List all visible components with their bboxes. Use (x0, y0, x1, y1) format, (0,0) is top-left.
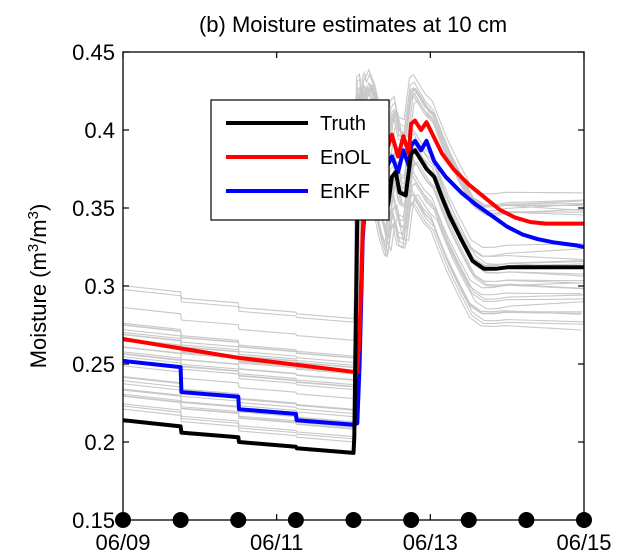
observation-marker (115, 512, 131, 528)
y-axis-label-main: Moisture (m (26, 252, 51, 368)
x-tick-label: 06/13 (403, 530, 458, 555)
y-tick-label: 0.35 (72, 196, 115, 221)
x-tick-labels: 06/09 06/11 06/13 06/15 (95, 530, 611, 555)
x-tick-label: 06/09 (95, 530, 150, 555)
observation-marker (230, 512, 247, 528)
y-tick-labels: 0.15 0.2 0.25 0.3 0.35 0.4 0.45 (72, 40, 115, 533)
ensemble-member-line (122, 177, 584, 357)
series-lines (122, 118, 585, 455)
ensemble-member-line (122, 187, 582, 363)
series-line-enol (122, 118, 584, 374)
ensemble-member-line (122, 72, 584, 411)
ensemble-member-line (122, 152, 583, 438)
legend-label-enkf: EnKF (320, 181, 370, 203)
observation-marker (172, 512, 189, 528)
ensemble-member-line (122, 87, 582, 375)
x-tick-label: 06/15 (556, 530, 611, 555)
y-axis-label-exp1: 3 (25, 244, 42, 252)
observation-marker (345, 512, 362, 528)
ensemble-member-line (122, 83, 585, 359)
y-tick-label: 0.45 (72, 40, 115, 65)
legend: Truth EnOL EnKF (210, 99, 390, 221)
chart-title: (b) Moisture estimates at 10 cm (199, 12, 507, 37)
observation-markers (115, 512, 592, 528)
ensemble-member-line (122, 191, 585, 423)
series-line-truth (122, 143, 584, 455)
observation-marker (460, 512, 477, 528)
y-axis-label-exp2: 3 (25, 211, 42, 219)
y-axis-label-end: ) (26, 204, 51, 211)
legend-label-truth: Truth (320, 113, 366, 135)
y-axis-label: Moisture (m3/m3) (25, 204, 52, 369)
ensemble-member-line (122, 177, 585, 443)
y-axis-label-mid: /m (26, 219, 51, 243)
y-tick-label: 0.15 (72, 508, 115, 533)
y-tick-label: 0.2 (84, 430, 115, 455)
y-tick-label: 0.3 (84, 274, 115, 299)
legend-box (210, 99, 390, 221)
observation-marker (287, 512, 304, 528)
ensemble-member-line (122, 141, 585, 368)
observation-marker (518, 512, 535, 528)
ensemble-member-line (122, 194, 582, 424)
y-tick-label: 0.25 (72, 352, 115, 377)
legend-label-enol: EnOL (320, 147, 371, 169)
observation-marker (576, 512, 592, 528)
observation-marker (403, 512, 420, 528)
x-tick-label: 06/11 (250, 530, 303, 555)
y-tick-label: 0.4 (84, 118, 115, 143)
series-line-enkf (122, 135, 585, 427)
